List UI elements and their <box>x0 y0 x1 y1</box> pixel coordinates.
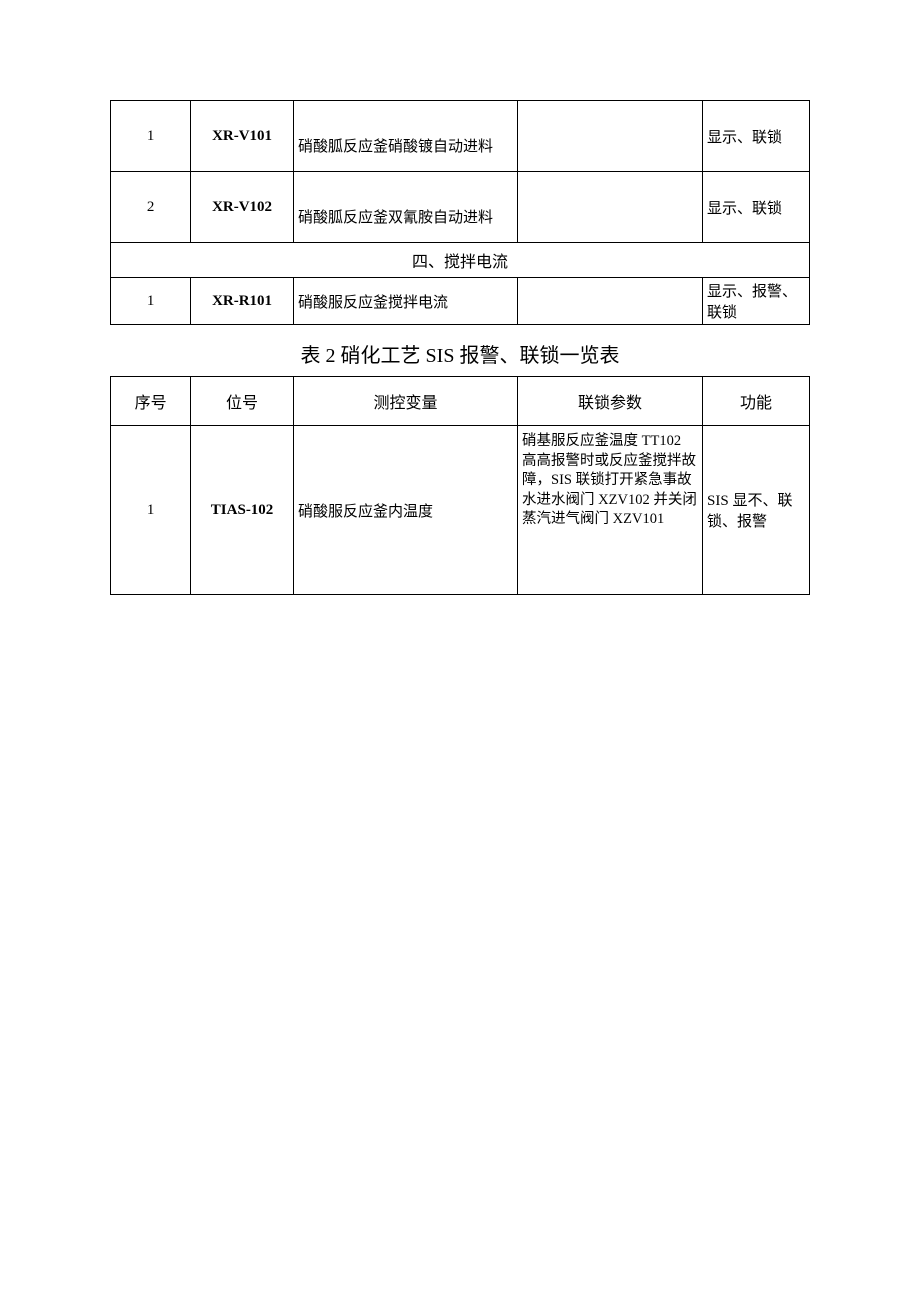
cell-variable: 硝酸服反应釜搅拌电流 <box>293 278 517 325</box>
cell-seq: 1 <box>111 101 191 172</box>
table-header-row: 序号 位号 测控变量 联锁参数 功能 <box>111 377 810 426</box>
section-title: 四、搅拌电流 <box>111 243 810 278</box>
cell-variable: 硝酸服反应釜内温度 <box>293 426 517 595</box>
header-variable: 测控变量 <box>293 377 517 426</box>
table-2: 序号 位号 测控变量 联锁参数 功能 1 TIAS-102 硝酸服反应釜内温度 … <box>110 376 810 595</box>
cell-variable: 硝酸胍反应釜硝酸镀自动进料 <box>293 101 517 172</box>
cell-param <box>518 278 703 325</box>
table-row: 2 XR-V102 硝酸胍反应釜双氰胺自动进料 显示、联锁 <box>111 172 810 243</box>
cell-tag: XR-V102 <box>191 172 294 243</box>
table-1: 1 XR-V101 硝酸胍反应釜硝酸镀自动进料 显示、联锁 2 XR-V102 … <box>110 100 810 325</box>
cell-seq: 1 <box>111 426 191 595</box>
cell-tag: XR-V101 <box>191 101 294 172</box>
cell-func: SIS 显不、联锁、报警 <box>703 426 810 595</box>
cell-variable: 硝酸胍反应釜双氰胺自动进料 <box>293 172 517 243</box>
table-2-caption: 表 2 硝化工艺 SIS 报警、联锁一览表 <box>110 339 810 368</box>
cell-tag: TIAS-102 <box>191 426 294 595</box>
header-func: 功能 <box>703 377 810 426</box>
cell-func: 显示、联锁 <box>703 172 810 243</box>
header-tag: 位号 <box>191 377 294 426</box>
cell-param: 硝基服反应釜温度 TT102 高高报警时或反应釜搅拌故障，SIS 联锁打开紧急事… <box>518 426 703 595</box>
cell-param <box>518 101 703 172</box>
cell-seq: 2 <box>111 172 191 243</box>
table-row: 1 XR-V101 硝酸胍反应釜硝酸镀自动进料 显示、联锁 <box>111 101 810 172</box>
cell-param <box>518 172 703 243</box>
table-section-row: 四、搅拌电流 <box>111 243 810 278</box>
header-param: 联锁参数 <box>518 377 703 426</box>
cell-func: 显示、报警、联锁 <box>703 278 810 325</box>
header-seq: 序号 <box>111 377 191 426</box>
cell-tag: XR-R101 <box>191 278 294 325</box>
table-row: 1 XR-R101 硝酸服反应釜搅拌电流 显示、报警、联锁 <box>111 278 810 325</box>
cell-seq: 1 <box>111 278 191 325</box>
table-row: 1 TIAS-102 硝酸服反应釜内温度 硝基服反应釜温度 TT102 高高报警… <box>111 426 810 595</box>
cell-func: 显示、联锁 <box>703 101 810 172</box>
